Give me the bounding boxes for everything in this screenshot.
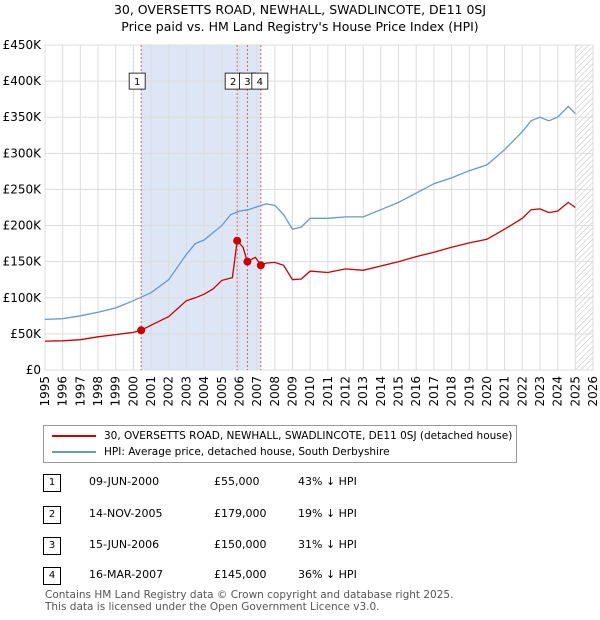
y-tick-label: £400K bbox=[3, 74, 43, 88]
x-tick-label: 2018 bbox=[445, 376, 459, 407]
transaction-date: 16-MAR-2007 bbox=[89, 568, 164, 581]
series-line bbox=[44, 105, 576, 321]
sale-point bbox=[256, 261, 265, 270]
y-tick-label: £100K bbox=[3, 291, 43, 305]
sale-label: 4 bbox=[251, 72, 269, 90]
x-tick-label: 2023 bbox=[533, 376, 547, 407]
footer-licence: This data is licensed under the Open Gov… bbox=[45, 601, 380, 613]
x-tick-label: 1998 bbox=[91, 376, 105, 407]
x-tick-label: 2008 bbox=[268, 376, 282, 407]
legend-swatch-hpi bbox=[52, 451, 96, 453]
y-tick-label: £150K bbox=[3, 255, 43, 269]
x-tick-label: 2003 bbox=[179, 376, 193, 407]
transaction-price: £179,000 bbox=[214, 507, 267, 520]
x-tick-label: 2014 bbox=[374, 376, 388, 407]
sale-label-number: 1 bbox=[134, 77, 140, 88]
transaction-number: 1 bbox=[43, 474, 61, 492]
transaction-number: 2 bbox=[43, 506, 61, 524]
x-tick-label: 1999 bbox=[109, 376, 123, 407]
x-tick-label: 2012 bbox=[339, 376, 353, 407]
y-tick-label: £0 bbox=[26, 363, 41, 377]
sale-point bbox=[243, 257, 252, 266]
sale-label: 1 bbox=[128, 72, 146, 90]
x-tick-label: 2024 bbox=[551, 376, 565, 407]
y-tick-label: £250K bbox=[3, 182, 43, 196]
chart-title: 30, OVERSETTS ROAD, NEWHALL, SWADLINCOTE… bbox=[113, 2, 487, 17]
transaction-price: £150,000 bbox=[214, 538, 267, 551]
transaction-hpi-diff: 19% ↓ HPI bbox=[298, 507, 357, 520]
plot-area bbox=[44, 44, 594, 371]
legend: 30, OVERSETTS ROAD, NEWHALL, SWADLINCOTE… bbox=[43, 425, 517, 463]
x-tick-label: 2022 bbox=[515, 376, 529, 407]
x-tick-label: 2007 bbox=[250, 376, 264, 407]
transaction-number: 4 bbox=[43, 567, 61, 585]
transaction-date: 15-JUN-2006 bbox=[89, 538, 160, 551]
transaction-price: £55,000 bbox=[214, 475, 260, 488]
x-tick-label: 1997 bbox=[73, 376, 87, 407]
x-tick-label: 2017 bbox=[427, 376, 441, 407]
x-tick-label: 2019 bbox=[462, 376, 476, 407]
x-tick-label: 2013 bbox=[356, 376, 370, 407]
transaction-price: £145,000 bbox=[214, 568, 267, 581]
x-tick-label: 2016 bbox=[409, 376, 423, 407]
x-tick-label: 2026 bbox=[586, 376, 600, 407]
chart-subtitle: Price paid vs. HM Land Registry's House … bbox=[121, 19, 479, 34]
x-tick-label: 2011 bbox=[321, 376, 335, 407]
legend-item-hpi: HPI: Average price, detached house, Sout… bbox=[52, 446, 390, 458]
y-tick-label: £50K bbox=[10, 327, 42, 341]
x-tick-label: 2021 bbox=[498, 376, 512, 407]
series-line bbox=[44, 201, 576, 342]
legend-label-hpi: HPI: Average price, detached house, Sout… bbox=[104, 446, 390, 458]
sale-label-number: 4 bbox=[257, 77, 263, 88]
x-tick-label: 2001 bbox=[144, 376, 158, 407]
sale-point bbox=[233, 236, 242, 245]
transaction-date: 09-JUN-2000 bbox=[89, 475, 160, 488]
sale-label-box bbox=[128, 72, 146, 90]
x-tick-label: 2005 bbox=[215, 376, 229, 407]
transaction-number: 3 bbox=[43, 537, 61, 555]
footer-copyright: Contains HM Land Registry data © Crown c… bbox=[45, 589, 454, 601]
x-tick-label: 1996 bbox=[56, 376, 70, 407]
x-tick-label: 2015 bbox=[392, 376, 406, 407]
x-tick-label: 2025 bbox=[568, 376, 582, 407]
ownership-shade bbox=[141, 45, 261, 370]
footer: Contains HM Land Registry data © Crown c… bbox=[45, 589, 453, 613]
transaction-hpi-diff: 31% ↓ HPI bbox=[298, 538, 357, 551]
y-tick-label: £450K bbox=[3, 38, 43, 52]
x-tick-label: 2004 bbox=[197, 376, 211, 407]
y-tick-label: £300K bbox=[3, 146, 43, 160]
x-tick-label: 2006 bbox=[232, 376, 246, 407]
y-tick-label: £200K bbox=[3, 219, 43, 233]
transaction-hpi-diff: 36% ↓ HPI bbox=[298, 568, 357, 581]
transaction-hpi-diff: 43% ↓ HPI bbox=[298, 475, 357, 488]
sale-point bbox=[137, 326, 146, 335]
legend-item-property: 30, OVERSETTS ROAD, NEWHALL, SWADLINCOTE… bbox=[52, 430, 512, 442]
x-tick-label: 2002 bbox=[162, 376, 176, 407]
y-tick-label: £350K bbox=[3, 110, 43, 124]
legend-label-property: 30, OVERSETTS ROAD, NEWHALL, SWADLINCOTE… bbox=[104, 430, 513, 442]
sale-label-number: 3 bbox=[244, 77, 250, 88]
x-tick-label: 2009 bbox=[285, 376, 299, 407]
forecast-hatch bbox=[575, 45, 593, 370]
sale-label-box bbox=[251, 72, 269, 90]
x-tick-label: 2010 bbox=[303, 376, 317, 407]
x-tick-label: 1995 bbox=[38, 376, 52, 407]
x-tick-label: 2020 bbox=[480, 376, 494, 407]
transaction-date: 14-NOV-2005 bbox=[89, 507, 163, 520]
price-chart: £0 £50K £100K £150K £200K £250K £300K £350K £400… bbox=[3, 38, 600, 407]
sale-label: 3 bbox=[239, 72, 256, 90]
legend-swatch-property bbox=[52, 435, 96, 437]
sale-label: 2 bbox=[224, 72, 242, 90]
sale-label-number: 2 bbox=[230, 77, 236, 88]
x-tick-label: 2000 bbox=[126, 376, 140, 407]
